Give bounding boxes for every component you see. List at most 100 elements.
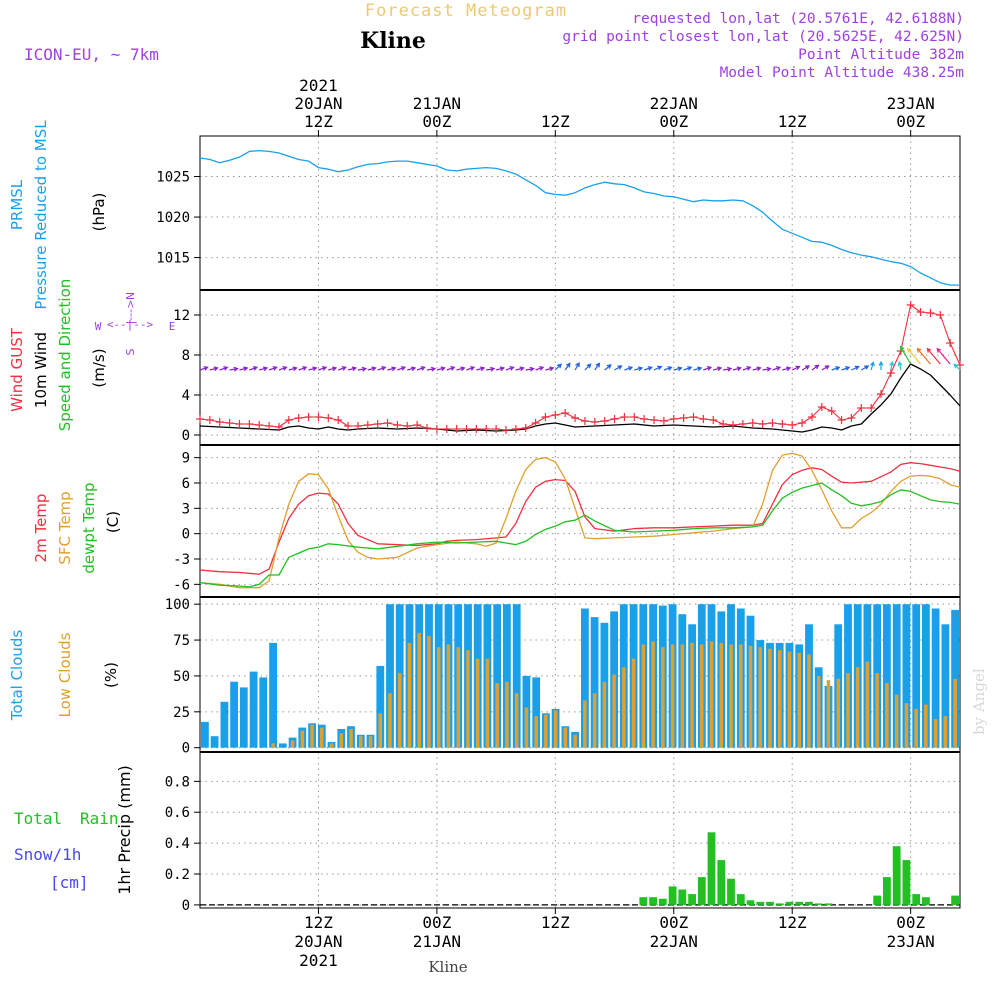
gust-marker — [561, 409, 570, 417]
low-cloud-bar — [368, 736, 373, 748]
total-cloud-bar — [503, 604, 511, 748]
total-cloud-bar — [912, 604, 921, 748]
total-cloud-bar — [532, 677, 541, 748]
gust-marker — [847, 414, 856, 422]
precip-bar — [658, 898, 667, 905]
wind-direction-arrow — [584, 363, 592, 371]
pressure-label-1: PRMSL — [8, 179, 26, 230]
wind-unit: (m/s) — [90, 348, 108, 387]
precip-bar — [814, 903, 823, 905]
low-cloud-bar — [612, 674, 616, 748]
low-cloud-bar — [505, 681, 509, 748]
gust-marker — [669, 415, 678, 423]
gust-marker — [521, 424, 530, 432]
wind-direction-arrow — [916, 347, 931, 365]
precip-bar — [756, 901, 765, 905]
precip-bar — [902, 860, 911, 905]
total-cloud-bar — [931, 608, 940, 748]
point-altitude: Point Altitude 382m — [798, 47, 964, 63]
y-tick-label: 0.6 — [165, 805, 190, 821]
gust-marker — [334, 416, 343, 424]
gust-marker — [699, 415, 708, 423]
low-cloud-bar — [855, 667, 860, 748]
low-cloud-bar — [709, 641, 714, 748]
wind-direction-arrow — [525, 366, 535, 372]
compass-w: W — [95, 320, 102, 333]
wind-direction-arrow — [821, 365, 830, 371]
low-cloud-bar — [748, 645, 753, 748]
gust-marker — [886, 369, 895, 377]
total-cloud-bar — [210, 736, 219, 748]
low-cloud-bar — [398, 673, 402, 748]
requested-coords: requested lon,lat (20.5761E, 42.6188N) — [632, 11, 964, 27]
top-tick-label: 12Z — [778, 112, 807, 131]
gust-marker — [383, 419, 392, 427]
total-cloud-bar — [883, 604, 891, 748]
low-cloud-bar — [544, 714, 548, 748]
low-cloud-bar — [953, 678, 957, 748]
gust-marker — [798, 419, 807, 427]
low-cloud-bar — [943, 716, 948, 748]
pressure-label-2: Pressure Reduced to MSL — [32, 120, 50, 310]
wind-direction-arrow — [906, 347, 921, 365]
low-cloud-bar — [378, 713, 382, 748]
wind-direction-arrow — [801, 365, 811, 371]
low-cloud-bar — [553, 710, 558, 748]
wind-direction-arrow — [416, 366, 426, 371]
low-cloud-bar — [670, 644, 675, 748]
location-name: Kline — [360, 28, 426, 54]
total-cloud-bar — [941, 624, 950, 748]
low-cloud-bar — [475, 658, 480, 748]
total-cloud-bar — [892, 604, 901, 748]
gust-marker — [314, 413, 323, 421]
y-tick-label: 0 — [182, 527, 190, 543]
wind-direction-arrow — [387, 366, 397, 372]
low-cloud-bar — [836, 678, 840, 748]
total-cloud-bar — [902, 604, 911, 748]
wind-direction-arrow — [278, 366, 288, 371]
low-cloud-bar — [271, 743, 275, 748]
low-cloud-bar — [495, 683, 499, 748]
bottom-tick-date: 20JAN — [294, 932, 342, 951]
dewpt-temp-line — [199, 482, 961, 588]
wind-direction-arrow — [860, 365, 870, 371]
compass: <--|--> — [107, 318, 154, 331]
model-point-altitude: Model Point Altitude 438.25m — [720, 65, 965, 81]
total-cloud-bar — [269, 642, 277, 748]
gust-marker — [620, 413, 629, 421]
low-cloud-bar — [933, 719, 938, 748]
total-cloud-bar — [493, 604, 502, 748]
total-cloud-bar — [386, 604, 394, 748]
low-cloud-bar — [622, 667, 626, 748]
top-tick-date: 23JAN — [887, 94, 935, 113]
y-tick-label: 12 — [173, 308, 190, 324]
wind-direction-arrow — [229, 366, 239, 372]
precip-bar — [951, 895, 959, 905]
y-tick-label: 1020 — [156, 210, 190, 226]
gust-marker — [413, 421, 422, 429]
gust-marker — [265, 422, 274, 430]
precip-bar — [775, 903, 784, 905]
y-tick-label: 8 — [182, 348, 190, 364]
gust-marker — [788, 421, 797, 429]
wind-direction-arrow — [298, 366, 308, 371]
low-cloud-bar — [456, 647, 460, 748]
gust-marker — [877, 390, 886, 398]
total-cloud-bar — [259, 677, 268, 748]
bottom-tick-date: 21JAN — [413, 932, 461, 951]
gust-marker — [255, 421, 264, 429]
gust-marker — [294, 414, 303, 422]
gust-marker — [511, 425, 520, 433]
gust-marker — [373, 420, 382, 428]
gust-marker — [659, 417, 668, 425]
wind-direction-arrow — [643, 366, 653, 371]
gust-marker — [363, 421, 372, 429]
gust-marker — [462, 425, 471, 433]
wind-direction-arrow — [604, 364, 612, 371]
low-cloud-bar — [817, 675, 821, 748]
wind-direction-arrow — [831, 366, 841, 371]
panel-temperature: -6 -3 0 3 6 9 — [173, 444, 961, 598]
y-tick-label: -3 — [173, 552, 190, 568]
footer-location: Kline — [428, 958, 467, 976]
wind-direction-arrow — [624, 366, 634, 371]
